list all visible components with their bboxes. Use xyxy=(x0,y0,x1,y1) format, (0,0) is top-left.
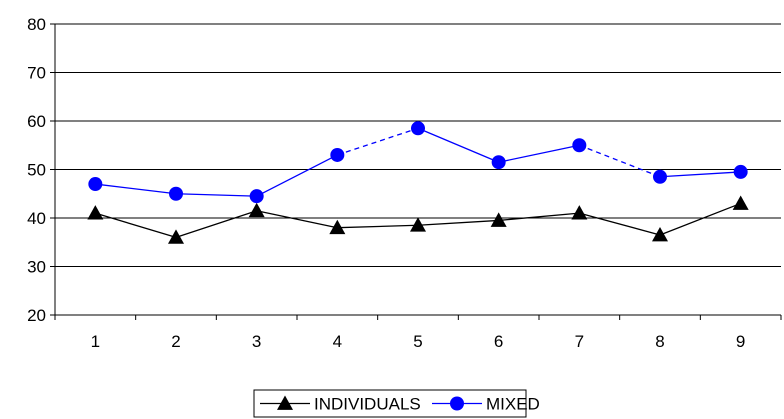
data-point xyxy=(168,229,184,244)
data-point xyxy=(652,226,668,242)
y-tick-label: 30 xyxy=(27,258,46,277)
data-point xyxy=(571,205,588,220)
x-tick-label: 6 xyxy=(494,332,503,351)
y-tick-label: 60 xyxy=(27,112,46,131)
x-tick-label: 7 xyxy=(575,332,584,351)
series-line-segment xyxy=(175,193,257,197)
data-point xyxy=(732,195,749,210)
data-point xyxy=(491,155,506,170)
series-line-segment xyxy=(95,212,177,239)
data-point xyxy=(490,212,507,227)
data-point xyxy=(169,186,183,201)
x-tick-label: 8 xyxy=(655,332,664,351)
series-line-segment xyxy=(659,171,741,178)
legend-marker xyxy=(277,395,293,410)
x-tick-labels: 1 2 3 4 5 6 7 8 9 xyxy=(91,332,746,351)
legend-marker xyxy=(450,396,464,411)
series-line-segment xyxy=(579,144,661,178)
x-tick-label: 4 xyxy=(333,332,342,351)
series-line-segment xyxy=(337,127,419,156)
data-point xyxy=(88,177,103,192)
x-tick-label: 2 xyxy=(171,332,180,351)
series-line-segment xyxy=(95,183,177,195)
axes xyxy=(50,23,782,320)
y-tick-label: 40 xyxy=(27,209,46,228)
data-point xyxy=(572,138,587,153)
data-point xyxy=(733,164,748,179)
series-individuals xyxy=(87,195,749,244)
series-line-segment xyxy=(256,210,338,229)
data-point xyxy=(653,169,667,184)
x-tick-label: 3 xyxy=(252,332,261,351)
gridlines xyxy=(55,23,781,267)
series-line-segment xyxy=(417,219,499,226)
series-line-segment xyxy=(417,127,499,163)
data-point xyxy=(330,147,345,162)
data-point xyxy=(329,219,346,235)
series xyxy=(87,121,749,244)
data-point xyxy=(410,217,426,232)
legend-label: INDIVIDUALS xyxy=(314,395,421,414)
y-tick-label: 20 xyxy=(27,306,46,325)
legend-label: MIXED xyxy=(486,395,540,414)
y-tick-labels: 20 30 40 50 60 70 80 xyxy=(27,15,46,325)
y-tick-label: 80 xyxy=(27,15,46,34)
x-tick-label: 9 xyxy=(736,332,745,351)
data-point xyxy=(87,205,104,220)
series-line-segment xyxy=(498,144,580,163)
data-point xyxy=(411,121,425,136)
data-point xyxy=(248,202,265,218)
series-line-segment xyxy=(579,212,661,236)
series-line-segment xyxy=(256,154,338,197)
series-line-segment xyxy=(337,224,419,229)
series-mixed xyxy=(88,121,748,204)
legend: INDIVIDUALS MIXED xyxy=(253,389,540,418)
x-tick-label: 1 xyxy=(91,332,100,351)
y-tick-label: 50 xyxy=(27,161,46,180)
data-point xyxy=(249,189,264,204)
x-tick-label: 5 xyxy=(413,332,422,351)
series-line-segment xyxy=(498,212,580,222)
y-tick-label: 70 xyxy=(27,64,46,83)
series-line-segment xyxy=(175,210,257,239)
series-line-segment xyxy=(659,202,741,236)
